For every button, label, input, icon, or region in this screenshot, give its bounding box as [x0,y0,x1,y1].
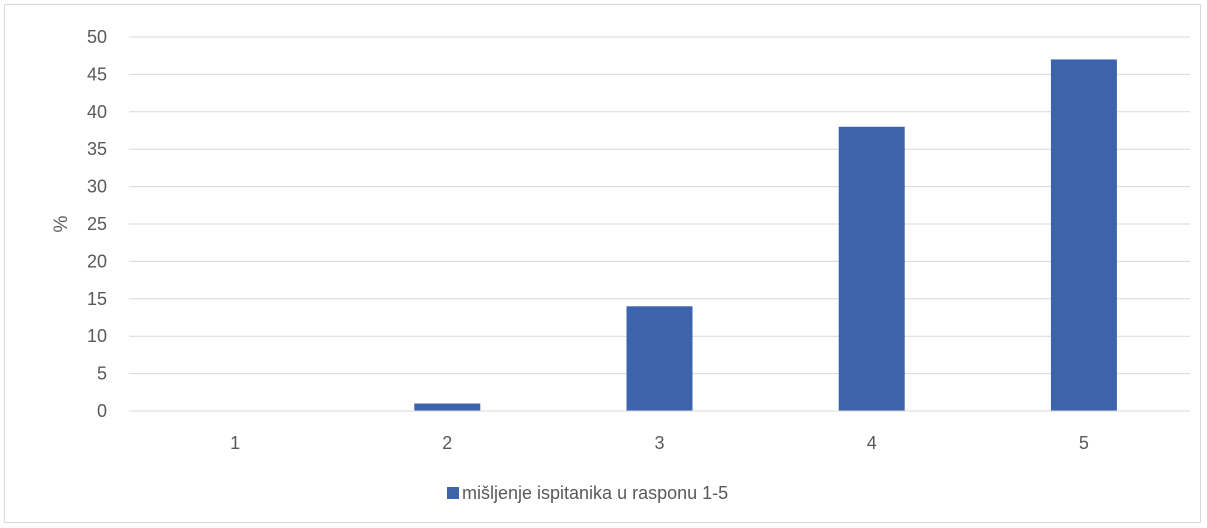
gridlines [129,36,1190,375]
x-tick-label: 1 [230,433,240,453]
x-axis-ticks: 1 2 3 4 5 [230,433,1089,453]
y-tick-label: 25 [87,214,107,234]
x-tick-label: 3 [654,433,664,453]
x-tick-label: 2 [442,433,452,453]
legend-swatch [447,487,459,499]
y-tick-label: 0 [97,401,107,421]
y-tick-label: 30 [87,177,107,197]
bar-5 [1050,59,1117,411]
y-axis-ticks: 0 5 10 15 20 25 30 35 40 45 50 [87,27,107,421]
y-tick-label: 10 [87,326,107,346]
bar-3 [626,306,693,411]
bar-4 [838,126,905,411]
x-tick-label: 5 [1079,433,1089,453]
y-tick-label: 20 [87,251,107,271]
y-tick-label: 5 [97,364,107,384]
legend-label: mišljenje ispitanika u rasponu 1-5 [462,483,728,503]
bars [414,59,1117,411]
bar-2 [414,403,481,411]
y-tick-label: 45 [87,64,107,84]
y-axis-label: % [51,215,72,232]
y-tick-label: 15 [87,289,107,309]
y-tick-label: 35 [87,139,107,159]
chart-frame [4,4,1201,523]
y-tick-label: 50 [87,27,107,47]
y-tick-label: 40 [87,102,107,122]
x-tick-label: 4 [867,433,877,453]
legend: mišljenje ispitanika u rasponu 1-5 [447,483,728,503]
